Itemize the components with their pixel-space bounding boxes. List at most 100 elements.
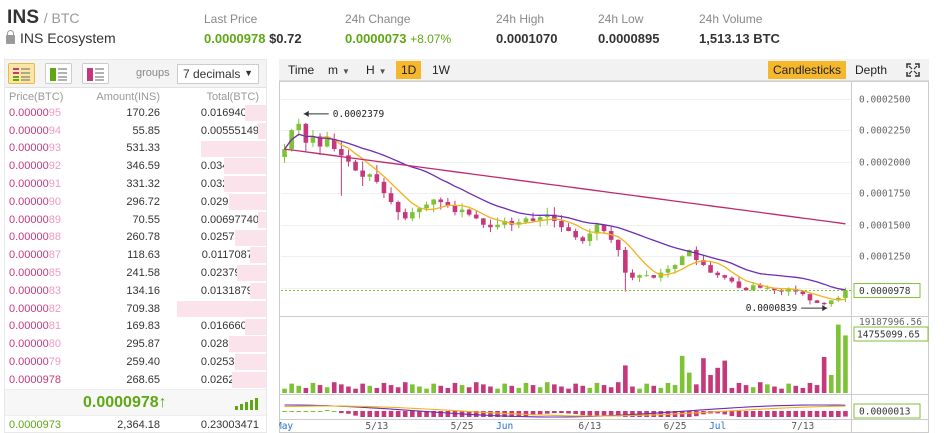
candle-body [836, 297, 841, 301]
candlestick-chart[interactable]: 0.0002500 0.0002250 0.0002000 0.0001750 0.00… [279, 81, 929, 433]
ask-price: 0.0000081 [9, 320, 62, 333]
macd-bar [282, 411, 287, 412]
macd-bar [438, 411, 444, 417]
candle-body [672, 265, 678, 269]
macd-bar [658, 411, 664, 417]
volume-bar [580, 385, 586, 393]
volume-bar [495, 388, 500, 393]
chart-toolbar: Time m ▼ H ▼ 1D 1W Candlesticks Depth [279, 59, 929, 81]
hours-dropdown[interactable]: H ▼ [361, 61, 392, 79]
volume-bar [367, 385, 373, 393]
macd-signal-line [284, 405, 846, 417]
candle-body [395, 202, 401, 213]
volume-bar [722, 360, 728, 393]
candle-body [481, 218, 486, 225]
book-view-bids-button[interactable] [45, 63, 72, 84]
macd-bar [424, 411, 429, 417]
depth-bar [245, 318, 266, 335]
ask-row[interactable]: 0.0000085 241.58 0.02379563 [5, 264, 266, 282]
minutes-dropdown[interactable]: m ▼ [323, 61, 355, 79]
order-book-header: Price(BTC) Amount(INS) Total(BTC) [5, 88, 266, 104]
candle-body [743, 287, 749, 291]
volume-bar [466, 387, 472, 393]
macd-bar [353, 411, 358, 416]
ask-amount: 531.33 [126, 142, 160, 155]
depth-bar [224, 176, 266, 193]
ask-price: 0.0000094 [9, 124, 62, 137]
book-both-icon [13, 68, 30, 81]
ask-row[interactable]: 0.0000087 118.63 0.01170878 [5, 246, 266, 264]
interval-1d-button[interactable]: 1D [396, 61, 422, 79]
candle-body [630, 272, 635, 278]
macd-bar [530, 411, 536, 416]
ask-row[interactable]: 0.0000094 55.85 0.00555149 [5, 122, 266, 140]
last-price-value: 0.0000978 [204, 31, 266, 46]
volume-bar [331, 382, 337, 393]
ask-amount: 259.40 [126, 356, 160, 369]
chevron-down-icon: ▼ [378, 67, 387, 76]
candle-body [388, 193, 394, 203]
ask-price: 0.0000080 [9, 338, 62, 351]
ask-total: 0.00697740 [200, 213, 259, 226]
price-axis-label: 0.0001500 [859, 221, 911, 232]
volume-bar [793, 385, 799, 393]
volume-bar [317, 385, 323, 393]
candle-body [729, 277, 735, 282]
volume-bar [537, 387, 543, 393]
book-view-asks-button[interactable] [82, 63, 109, 84]
candle-body [708, 265, 713, 273]
candle-body [615, 239, 621, 250]
volume-bar [374, 387, 380, 393]
macd-bar [750, 411, 756, 417]
price-chart-panel: Time m ▼ H ▼ 1D 1W Candlesticks Depth 0.00… [279, 59, 929, 433]
macd-bar [488, 411, 493, 417]
macd-bar [537, 411, 543, 415]
ask-row[interactable]: 0.0000083 134.16 0.01318793 [5, 282, 266, 300]
ask-row[interactable]: 0.0000095 170.26 0.01694087 [5, 104, 266, 122]
fullscreen-icon[interactable] [901, 61, 925, 79]
ask-row[interactable]: 0.0000089 70.55 0.00697740 [5, 211, 266, 229]
ask-list: 0.0000095 170.26 0.01694087 0.0000094 55.85 0… [5, 104, 266, 389]
order-book-toolbar: groups 7 decimals ▼ [5, 60, 266, 88]
time-button[interactable]: Time [288, 63, 315, 77]
volume-bar [736, 382, 742, 393]
candle-body [452, 205, 458, 213]
ask-row[interactable]: 0.0000079 259.40 0.02539526 [5, 353, 266, 371]
volume-bar [672, 385, 678, 393]
decimals-select[interactable]: 7 decimals ▼ [177, 64, 259, 84]
ask-row[interactable]: 0.0000081 169.83 0.01666032 [5, 318, 266, 336]
volume-bar [402, 382, 408, 393]
low-stat: 24h Low 0.0000895 [598, 12, 659, 46]
macd-bar [623, 411, 628, 417]
ask-price: 0.0000085 [9, 267, 62, 280]
macd-bar [374, 411, 380, 417]
macd-bar [402, 411, 408, 417]
candlesticks-button[interactable]: Candlesticks [768, 61, 847, 79]
quote-symbol: / BTC [43, 10, 80, 26]
interval-1w-button[interactable]: 1W [432, 63, 450, 77]
macd-bar [339, 411, 344, 414]
ask-row[interactable]: 0.0000088 260.78 0.02576506 [5, 229, 266, 247]
x-axis-label: May [279, 421, 293, 432]
ask-row[interactable]: 0.0000978 268.65 0.02627397 [5, 371, 266, 389]
volume-bar [516, 387, 522, 393]
macd-bar [331, 411, 337, 412]
volume-bar [828, 375, 834, 393]
x-axis-label: 5/13 [365, 421, 388, 432]
ask-price: 0.0000091 [9, 178, 62, 191]
depth-button[interactable]: Depth [855, 63, 888, 77]
volume-bar [814, 385, 820, 393]
ask-price: 0.0000090 [9, 195, 62, 208]
project-link[interactable]: INS Ecosystem [6, 29, 116, 46]
book-view-both-button[interactable] [8, 63, 35, 84]
volume-bar [800, 387, 806, 393]
bid-row[interactable]: 0.0000973 2,364.18 0.23003471 [5, 416, 266, 433]
macd-bar [410, 411, 415, 417]
ask-price: 0.0000082 [9, 302, 62, 315]
